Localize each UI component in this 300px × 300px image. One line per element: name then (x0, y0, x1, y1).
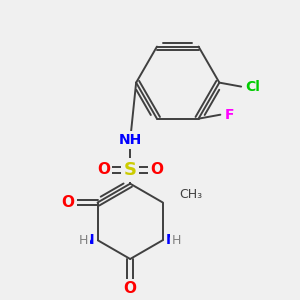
Text: F: F (224, 108, 234, 122)
Text: NH: NH (118, 133, 142, 147)
Text: N: N (83, 233, 94, 247)
Text: O: O (124, 281, 137, 296)
Text: O: O (97, 162, 110, 177)
Text: O: O (150, 162, 164, 177)
Text: H: H (79, 234, 88, 247)
Text: O: O (61, 195, 74, 210)
Text: H: H (172, 234, 181, 247)
Text: CH₃: CH₃ (179, 188, 202, 201)
Text: Cl: Cl (245, 80, 260, 94)
Text: S: S (124, 161, 137, 179)
Text: N: N (166, 233, 177, 247)
